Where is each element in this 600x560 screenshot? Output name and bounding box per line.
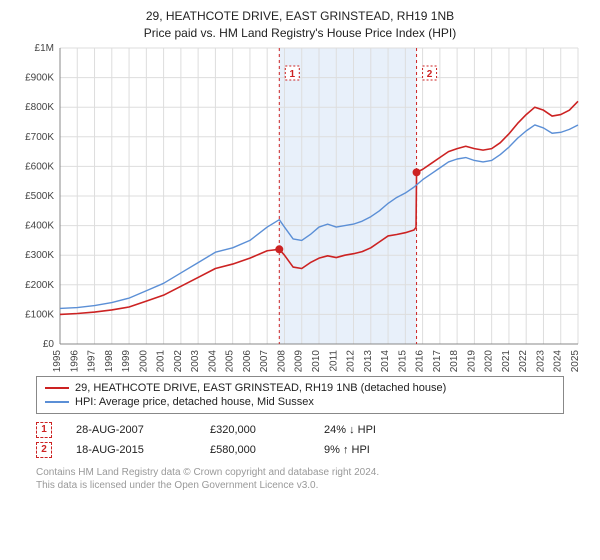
svg-text:£400K: £400K (25, 220, 54, 231)
svg-text:1996: 1996 (69, 349, 80, 371)
svg-text:1995: 1995 (52, 349, 63, 371)
tx-price: £580,000 (210, 444, 300, 456)
svg-text:2005: 2005 (225, 349, 236, 371)
svg-text:2010: 2010 (311, 349, 322, 371)
price-chart: £0 £100K £200K £300K £400K £500K £600K £700K £80… (12, 42, 588, 372)
svg-text:2008: 2008 (276, 349, 287, 371)
legend: 29, HEATHCOTE DRIVE, EAST GRINSTEAD, RH1… (36, 376, 564, 414)
svg-text:2013: 2013 (363, 349, 374, 371)
tx-hpi-delta: 9% ↑ HPI (324, 444, 414, 456)
legend-label: HPI: Average price, detached house, Mid … (75, 396, 314, 408)
svg-text:£900K: £900K (25, 72, 54, 83)
svg-text:2002: 2002 (173, 349, 184, 371)
footer-line-1: Contains HM Land Registry data © Crown c… (36, 466, 564, 479)
footer-line-2: This data is licensed under the Open Gov… (36, 479, 564, 492)
svg-text:1998: 1998 (104, 349, 115, 371)
svg-text:1999: 1999 (121, 349, 132, 371)
marker-badge: 2 (36, 442, 52, 458)
svg-text:£700K: £700K (25, 131, 54, 142)
transaction-row: 2 18-AUG-2015 £580,000 9% ↑ HPI (36, 440, 564, 460)
svg-text:2006: 2006 (242, 349, 253, 371)
legend-swatch (45, 401, 69, 403)
tx-date: 18-AUG-2015 (76, 444, 186, 456)
footer: Contains HM Land Registry data © Crown c… (36, 466, 564, 492)
svg-text:2018: 2018 (449, 349, 460, 371)
marker-badge: 1 (36, 422, 52, 438)
legend-item: HPI: Average price, detached house, Mid … (45, 395, 555, 409)
svg-text:£0: £0 (43, 339, 55, 350)
svg-text:2: 2 (427, 69, 433, 80)
svg-text:2003: 2003 (190, 349, 201, 371)
title-line-2: Price paid vs. HM Land Registry's House … (12, 25, 588, 42)
svg-text:2021: 2021 (501, 349, 512, 371)
title-block: 29, HEATHCOTE DRIVE, EAST GRINSTEAD, RH1… (12, 8, 588, 42)
svg-text:2014: 2014 (380, 349, 391, 371)
svg-text:1997: 1997 (87, 349, 98, 371)
svg-text:£300K: £300K (25, 250, 54, 261)
svg-text:£100K: £100K (25, 309, 54, 320)
transactions: 1 28-AUG-2007 £320,000 24% ↓ HPI 2 18-AU… (36, 420, 564, 460)
svg-text:2016: 2016 (415, 349, 426, 371)
svg-text:2022: 2022 (518, 349, 529, 371)
tx-hpi-delta: 24% ↓ HPI (324, 424, 414, 436)
svg-text:2012: 2012 (346, 349, 357, 371)
chart-container: 29, HEATHCOTE DRIVE, EAST GRINSTEAD, RH1… (0, 0, 600, 560)
svg-text:2001: 2001 (156, 349, 167, 371)
svg-text:£500K: £500K (25, 191, 54, 202)
title-line-1: 29, HEATHCOTE DRIVE, EAST GRINSTEAD, RH1… (12, 8, 588, 25)
legend-item: 29, HEATHCOTE DRIVE, EAST GRINSTEAD, RH1… (45, 381, 555, 395)
legend-label: 29, HEATHCOTE DRIVE, EAST GRINSTEAD, RH1… (75, 382, 446, 394)
svg-text:2011: 2011 (328, 349, 339, 371)
svg-text:2025: 2025 (570, 349, 581, 371)
legend-swatch (45, 387, 69, 389)
svg-text:2017: 2017 (432, 349, 443, 371)
tx-date: 28-AUG-2007 (76, 424, 186, 436)
svg-text:2024: 2024 (553, 349, 564, 371)
svg-text:£800K: £800K (25, 102, 54, 113)
transaction-row: 1 28-AUG-2007 £320,000 24% ↓ HPI (36, 420, 564, 440)
svg-text:£600K: £600K (25, 161, 54, 172)
svg-text:£200K: £200K (25, 279, 54, 290)
svg-text:2009: 2009 (294, 349, 305, 371)
svg-text:2007: 2007 (259, 349, 270, 371)
svg-text:£1M: £1M (35, 43, 54, 54)
tx-price: £320,000 (210, 424, 300, 436)
svg-text:2020: 2020 (484, 349, 495, 371)
svg-text:2004: 2004 (207, 349, 218, 371)
svg-text:2015: 2015 (397, 349, 408, 371)
svg-text:2019: 2019 (466, 349, 477, 371)
svg-text:2000: 2000 (138, 349, 149, 371)
svg-text:1: 1 (290, 69, 296, 80)
svg-text:2023: 2023 (535, 349, 546, 371)
